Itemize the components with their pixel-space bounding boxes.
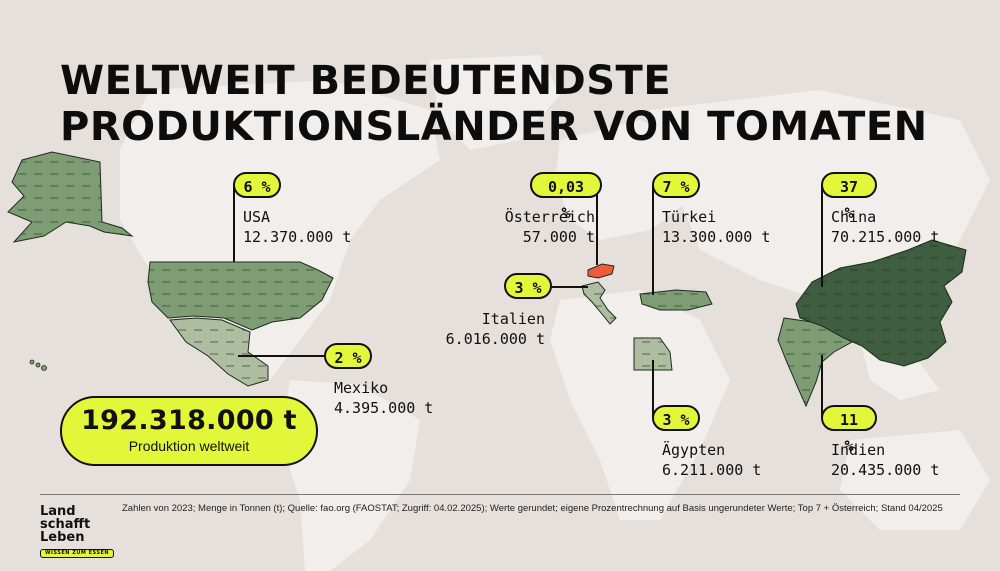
total-production-label: Produktion weltweit xyxy=(128,438,250,454)
country-label-usa: USA 12.370.000 t xyxy=(243,207,351,247)
country-name-italien: Italien xyxy=(481,310,545,328)
country-amount-tuerkei: 13.300.000 t xyxy=(662,228,771,246)
continent-greenland xyxy=(430,55,560,150)
country-amount-oesterreich: 57.000 t xyxy=(522,228,595,246)
leader-line-indien xyxy=(821,355,823,418)
share-badge-aegypten: 3 % xyxy=(652,405,700,431)
country-amount-aegypten: 6.211.000 t xyxy=(662,461,762,479)
country-name-mexiko: Mexiko xyxy=(334,379,389,397)
country-name-usa: USA xyxy=(243,208,271,226)
footer-divider xyxy=(40,494,960,495)
country-label-mexiko: Mexiko 4.395.000 t xyxy=(334,378,433,418)
country-amount-indien: 20.435.000 t xyxy=(831,461,940,479)
country-name-indien: Indien xyxy=(831,441,886,459)
country-label-italien: Italien 6.016.000 t xyxy=(430,309,545,349)
logo-line-2: schafft xyxy=(40,517,91,532)
share-badge-oesterreich: 0,03 % xyxy=(530,172,602,222)
title-line-2: PRODUKTIONSLÄNDER VON TOMATEN xyxy=(60,104,928,150)
share-badge-usa: 6 % xyxy=(233,172,281,198)
title-line-1: WELTWEIT BEDEUTENDSTE xyxy=(60,58,672,104)
continent-africa xyxy=(550,290,730,520)
leader-line-italien xyxy=(548,286,588,288)
country-name-oesterreich: Österreich xyxy=(504,208,595,226)
logo-line-3: Leben xyxy=(40,530,85,545)
source-footnote: Zahlen von 2023; Menge in Tonnen (t); Qu… xyxy=(122,503,943,514)
total-production-value: 192.318.000 t xyxy=(81,405,297,436)
page-title: WELTWEIT BEDEUTENDSTE PRODUKTIONSLÄNDER … xyxy=(60,58,928,150)
country-label-aegypten: Ägypten 6.211.000 t xyxy=(662,440,761,480)
total-production-box: 192.318.000 t Produktion weltweit xyxy=(60,396,318,466)
country-amount-china: 70.215.000 t xyxy=(831,228,940,246)
leader-line-usa xyxy=(233,185,235,262)
continent-australia xyxy=(840,430,990,530)
country-label-china: China 70.215.000 t xyxy=(831,207,939,247)
share-badge-italien: 3 % xyxy=(504,273,552,299)
country-name-china: China xyxy=(831,208,877,226)
country-amount-usa: 12.370.000 t xyxy=(243,228,352,246)
brand-logo: Land schafft Leben WISSEN ZUM ESSEN xyxy=(40,504,115,558)
country-label-tuerkei: Türkei 13.300.000 t xyxy=(662,207,770,247)
logo-line-1: Land xyxy=(40,504,76,519)
country-name-aegypten: Ägypten xyxy=(662,441,726,459)
share-badge-china: 37 % xyxy=(821,172,877,222)
country-amount-italien: 6.016.000 t xyxy=(445,330,545,348)
leader-line-china xyxy=(821,185,823,287)
leader-line-mexiko xyxy=(238,355,334,357)
country-label-indien: Indien 20.435.000 t xyxy=(831,440,939,480)
leader-line-tuerkei xyxy=(652,185,654,295)
leader-line-aegypten xyxy=(652,360,654,418)
logo-tagline: WISSEN ZUM ESSEN xyxy=(40,549,115,558)
share-badge-tuerkei: 7 % xyxy=(652,172,700,198)
share-badge-indien: 11 % xyxy=(821,405,877,455)
country-usa-hawaii xyxy=(29,359,47,371)
leader-line-oesterreich xyxy=(596,185,598,265)
country-name-tuerkei: Türkei xyxy=(662,208,717,226)
share-badge-mexiko: 2 % xyxy=(324,343,372,369)
country-oesterreich xyxy=(587,263,615,279)
country-amount-mexiko: 4.395.000 t xyxy=(334,399,434,417)
country-label-oesterreich: Österreich 57.000 t xyxy=(480,207,595,247)
